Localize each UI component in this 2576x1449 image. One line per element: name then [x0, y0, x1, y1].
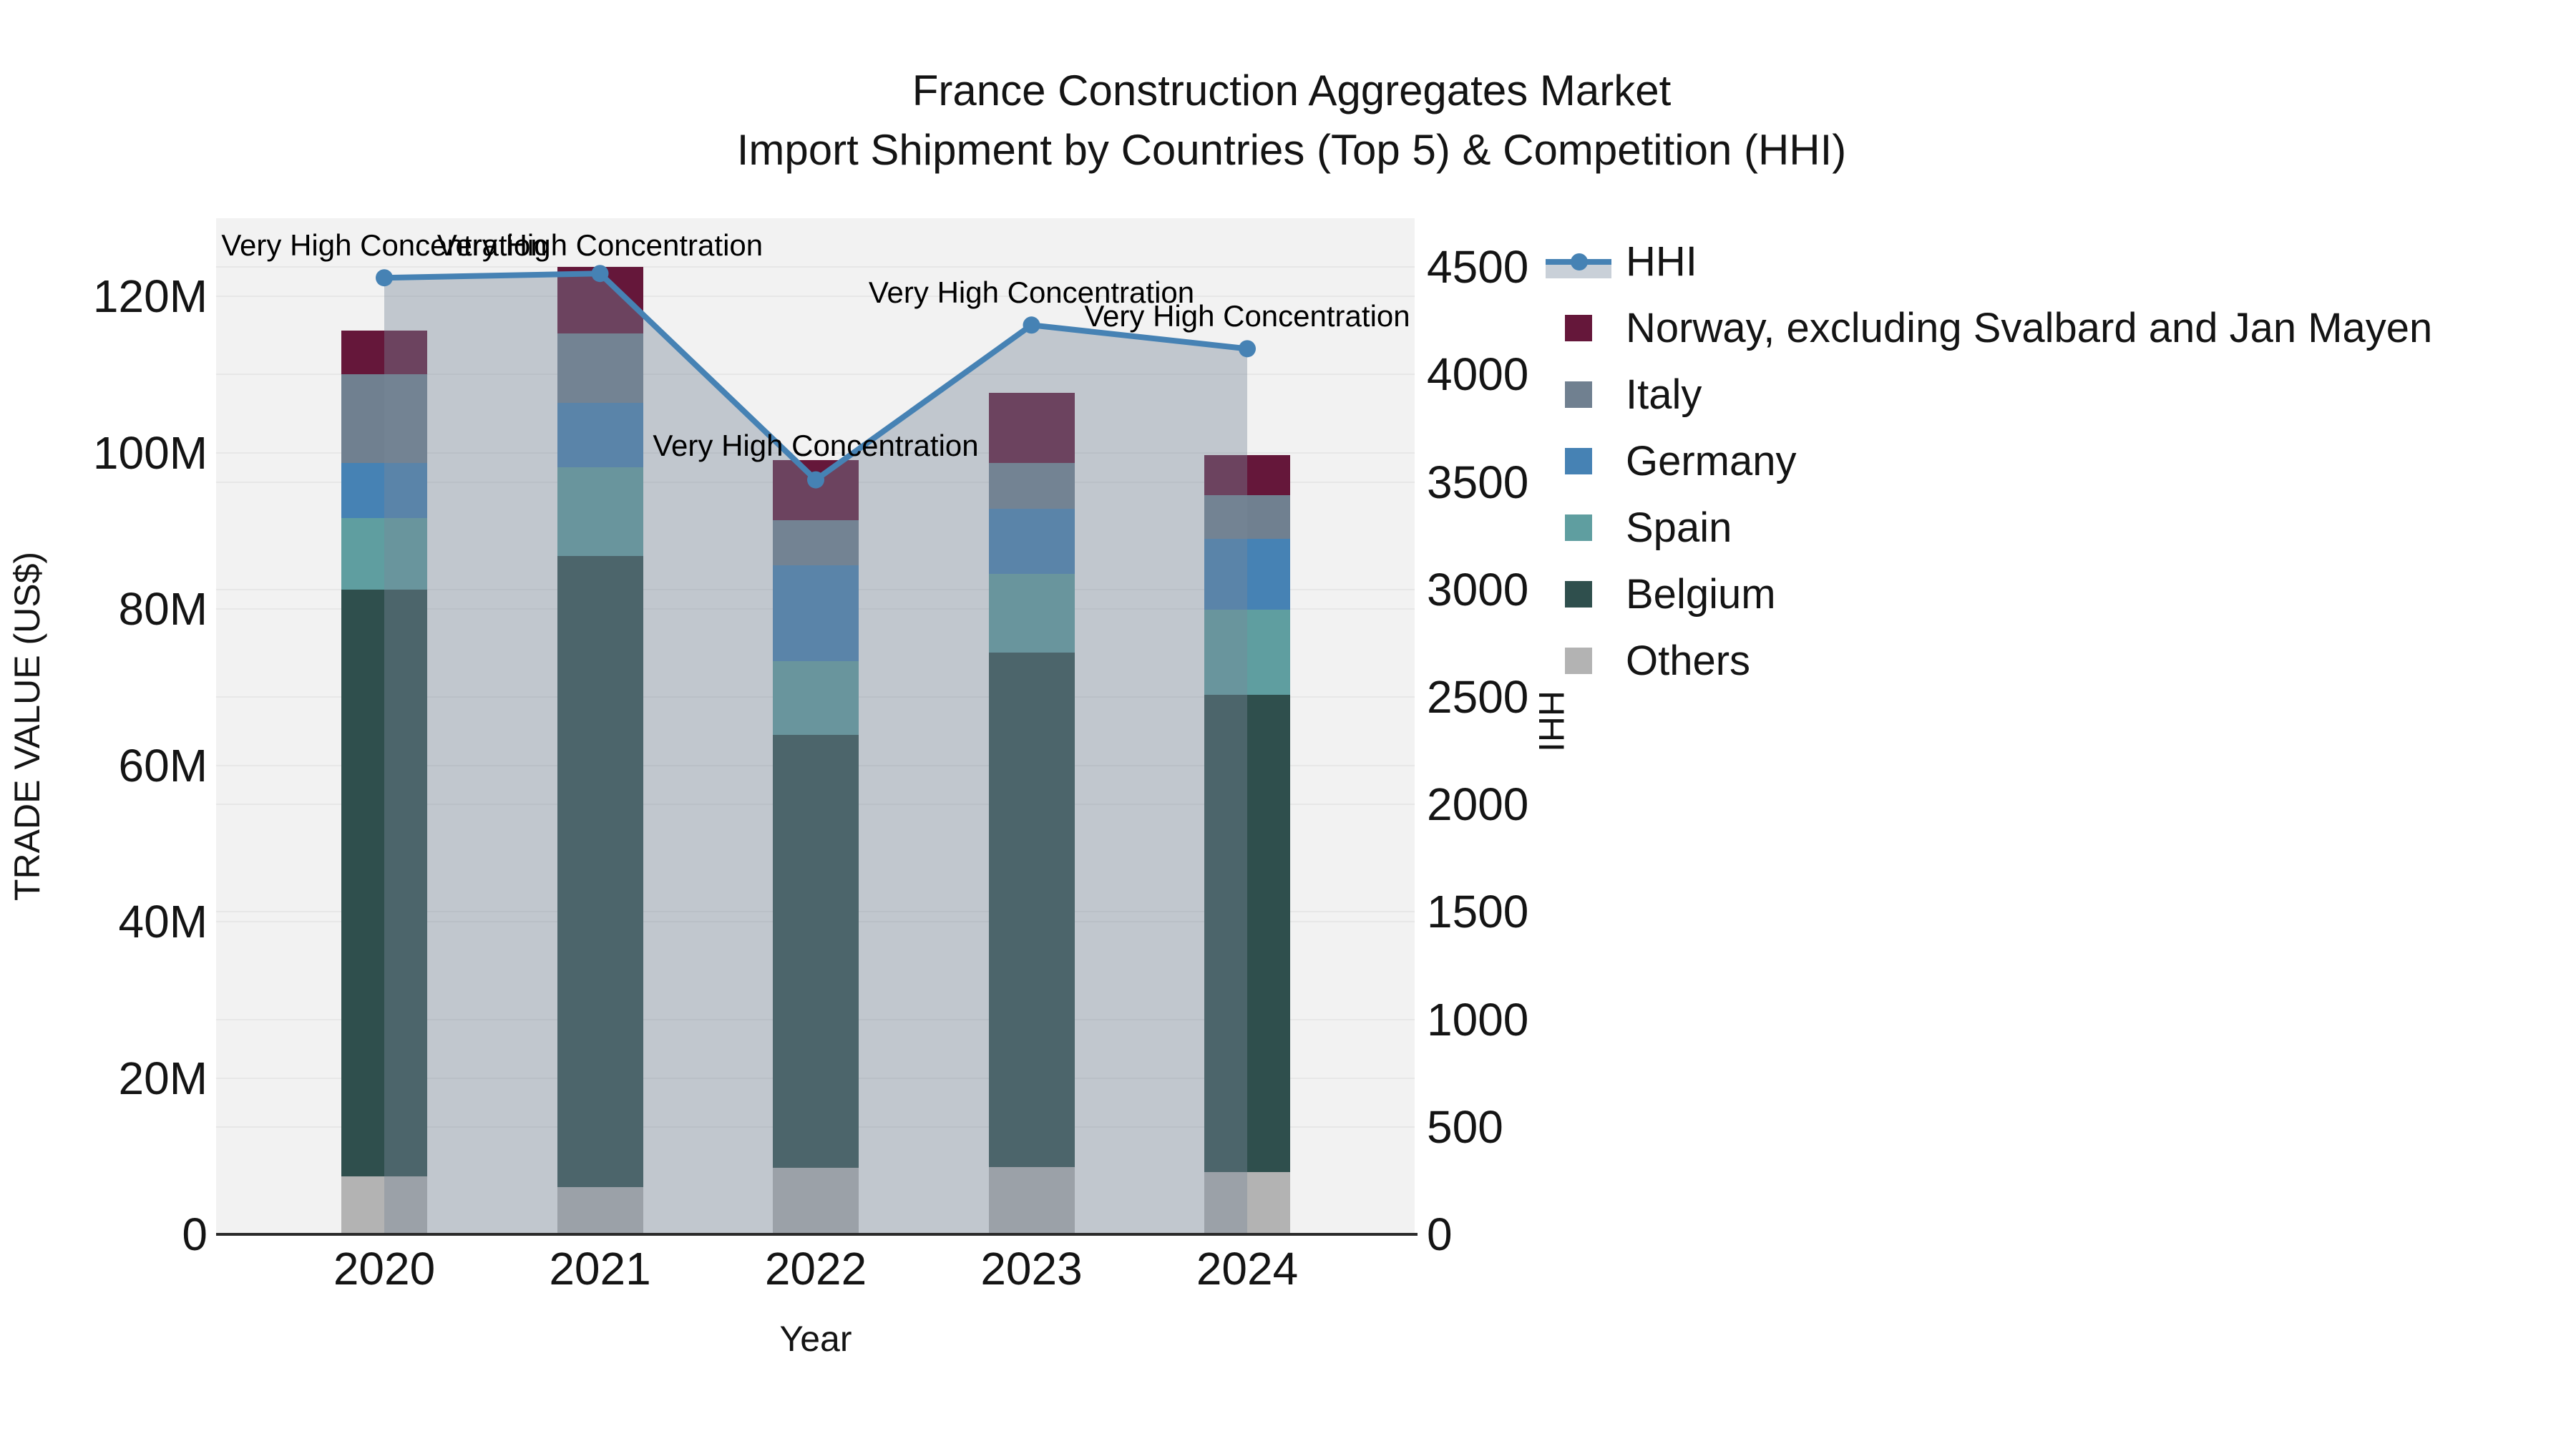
legend-swatch-belgium: [1546, 561, 1611, 628]
chart-title: France Construction Aggregates Market Im…: [0, 61, 2576, 180]
legend-item-germany: Germany: [1546, 428, 2432, 494]
left-tick-100M: 100M: [92, 426, 208, 479]
bar-2021-norway-excluding-svalbard-and-jan-mayen: [557, 266, 643, 333]
right-tick-2500: 2500: [1427, 670, 1529, 723]
right-tick-3000: 3000: [1427, 563, 1529, 615]
color-swatch: [1565, 581, 1592, 608]
bar-2023-italy: [988, 462, 1075, 509]
bar-2024-germany: [1204, 538, 1290, 610]
legend-swatch-others: [1546, 628, 1611, 694]
x-axis-title: Year: [779, 1319, 852, 1359]
bar-2023-belgium: [988, 653, 1075, 1168]
legend-swatch-spain: [1546, 494, 1611, 561]
x-tick-2022: 2022: [764, 1243, 867, 1294]
right-tick-1500: 1500: [1427, 886, 1529, 938]
bar-2021-belgium: [557, 555, 643, 1188]
right-tick-1000: 1000: [1427, 993, 1529, 1045]
bar-2022-germany: [773, 565, 859, 662]
chart-title-line1: France Construction Aggregates Market: [912, 67, 1672, 114]
annotation-2021: Very High Concentration: [436, 228, 763, 263]
bar-2021-italy: [557, 333, 643, 403]
bar-2023-spain: [988, 574, 1075, 653]
bar-2022-italy: [773, 519, 859, 565]
bar-2022-others: [773, 1168, 859, 1234]
bar-2022-belgium: [773, 735, 859, 1169]
legend-item-spain: Spain: [1546, 494, 2432, 561]
left-tick-60M: 60M: [118, 739, 208, 791]
right-tick-2000: 2000: [1427, 779, 1529, 831]
hhi-line-icon: [1546, 228, 1611, 295]
bar-2020-belgium: [341, 589, 427, 1177]
legend-label: HHI: [1626, 238, 1697, 285]
legend-item-norway-excluding-svalbard-and-jan-mayen: Norway, excluding Svalbard and Jan Mayen: [1546, 295, 2432, 361]
x-tick-2020: 2020: [333, 1243, 436, 1294]
x-tick-2021: 2021: [549, 1243, 651, 1294]
bar-2021-spain: [557, 467, 643, 556]
legend-label: Italy: [1626, 371, 1702, 418]
chart-title-line2: Import Shipment by Countries (Top 5) & C…: [736, 126, 1847, 174]
right-tick-500: 500: [1427, 1101, 1503, 1153]
color-swatch: [1565, 448, 1592, 474]
bar-2020-spain: [341, 518, 427, 590]
bar-2020-norway-excluding-svalbard-and-jan-mayen: [341, 331, 427, 375]
bar-2022-norway-excluding-svalbard-and-jan-mayen: [773, 459, 859, 520]
bar-2024-italy: [1204, 494, 1290, 539]
legend-swatch-norway-excluding-svalbard-and-jan-mayen: [1546, 295, 1611, 361]
color-swatch: [1565, 381, 1592, 408]
bar-2023-germany: [988, 509, 1075, 574]
x-tick-2023: 2023: [980, 1243, 1083, 1294]
left-tick-20M: 20M: [118, 1052, 208, 1104]
legend-item-others: Others: [1546, 628, 2432, 694]
annotation-2024: Very High Concentration: [1084, 299, 1410, 333]
bar-2024-norway-excluding-svalbard-and-jan-mayen: [1204, 454, 1290, 495]
legend-item-belgium: Belgium: [1546, 561, 2432, 628]
left-tick-80M: 80M: [118, 583, 208, 635]
legend-label: Norway, excluding Svalbard and Jan Mayen: [1626, 305, 2433, 351]
left-tick-0: 0: [182, 1209, 208, 1260]
legend-swatch-italy: [1546, 361, 1611, 428]
legend-swatch-germany: [1546, 428, 1611, 494]
color-swatch: [1565, 648, 1592, 674]
bar-2021-others: [557, 1187, 643, 1234]
color-swatch: [1565, 514, 1592, 541]
right-tick-3500: 3500: [1427, 456, 1529, 508]
annotation-2022: Very High Concentration: [653, 428, 979, 462]
legend-item-italy: Italy: [1546, 361, 2432, 428]
bar-2024-belgium: [1204, 695, 1290, 1172]
color-swatch: [1565, 315, 1592, 341]
bar-2020-germany: [341, 462, 427, 519]
legend-item-hhi: HHI: [1546, 228, 2432, 295]
legend: HHI Norway, excluding Svalbard and Jan Ma…: [1546, 228, 2432, 694]
legend-label: Belgium: [1626, 571, 1776, 618]
bar-2023-others: [988, 1167, 1075, 1234]
left-tick-40M: 40M: [118, 896, 208, 948]
legend-label: Germany: [1626, 438, 1797, 484]
right-tick-4000: 4000: [1427, 348, 1529, 401]
bar-2020-italy: [341, 374, 427, 463]
x-tick-2024: 2024: [1196, 1243, 1299, 1294]
bar-2022-spain: [773, 661, 859, 735]
bar-2024-others: [1204, 1171, 1290, 1234]
annotation-2020: Very High Concentration: [221, 228, 547, 263]
right-tick-4500: 4500: [1427, 241, 1529, 293]
left-tick-120M: 120M: [92, 270, 208, 323]
legend-label: Spain: [1626, 504, 1732, 551]
bar-2020-others: [341, 1176, 427, 1234]
x-axis-line: [216, 1233, 1418, 1236]
gridline-hhi-4500: [216, 266, 1415, 268]
legend-label: Others: [1626, 638, 1751, 684]
plot-area: [216, 218, 1415, 1234]
right-tick-0: 0: [1427, 1209, 1453, 1260]
hhi-marker-swatch: [1571, 253, 1588, 270]
bar-2024-spain: [1204, 610, 1290, 696]
